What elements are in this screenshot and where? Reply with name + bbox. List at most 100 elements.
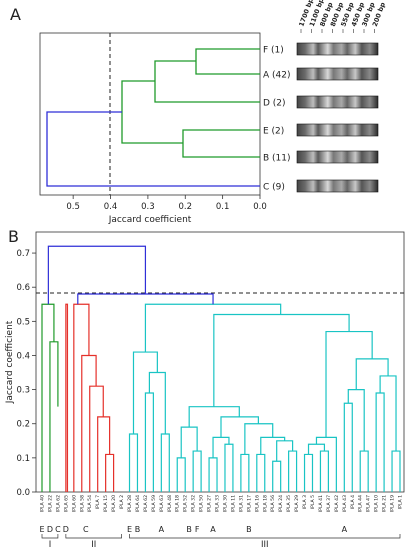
group-letter: D	[63, 525, 69, 534]
group-letter: F	[195, 525, 200, 534]
leaf-label-b: IPLA 16	[254, 495, 260, 512]
branch-fa-d	[154, 60, 260, 103]
leaf-label-b: IPLA 40	[40, 495, 46, 512]
dendrogram-link	[303, 453, 314, 492]
dendrogram-link	[49, 341, 59, 492]
dendrogram-link	[144, 303, 282, 353]
subtree-a-green	[121, 48, 260, 158]
leaf-label-b: IPLA 41	[318, 495, 324, 512]
y-tick-label-b: 0.3	[16, 386, 30, 396]
y-tick-label-b: 0.4	[16, 351, 30, 361]
x-axis-label-a: Jaccard coefficient	[108, 215, 192, 225]
dendrogram-link	[272, 460, 282, 492]
x-tick-label-a: 0.1	[216, 202, 230, 212]
leaf-label-b: IPLA 32	[191, 495, 197, 512]
leaf-label-b: IPLA 27	[207, 495, 213, 512]
leaf-label-b: IPLA 18	[262, 495, 268, 512]
gel-lane	[296, 42, 379, 56]
dendrogram-link	[213, 313, 350, 407]
leaf-label-b: IPLA 29	[294, 495, 300, 512]
branch-root-a	[46, 111, 260, 187]
leaf-label-a: E (2)	[263, 127, 284, 137]
dendrogram-link	[347, 389, 365, 452]
dendrogram-link	[89, 385, 104, 492]
leaf-label-b: IPLA 59	[151, 495, 157, 512]
dendrogram-link	[240, 453, 250, 492]
gel-lane	[296, 179, 379, 193]
leaf-label-b: IPLA 64	[135, 495, 141, 512]
group-letter: D	[47, 525, 53, 534]
x-tick-label-a: 0.5	[66, 202, 80, 212]
dendrogram-link	[307, 443, 326, 455]
dendrogram-link	[359, 450, 369, 492]
cluster-label: I	[49, 540, 52, 550]
y-axis-label-b: Jaccard coefficient	[5, 320, 15, 404]
y-tick-label-b: 0.7	[16, 249, 30, 259]
leaf-label-b: IPLA 3	[302, 495, 308, 509]
dendrogram-link	[391, 450, 401, 492]
group-letter: A	[210, 525, 216, 534]
y-tick-label-b: 0.1	[16, 454, 30, 464]
leaf-label-b: IPLA 43	[342, 495, 348, 512]
dendrogram-link	[375, 392, 385, 492]
gel-lane	[296, 150, 379, 164]
dendrogram-link	[343, 402, 353, 492]
cluster-bracket	[129, 534, 401, 539]
dendrogram-link	[224, 443, 234, 492]
leaf-label-b: IPLA 4	[350, 495, 356, 509]
dendrogram-link	[77, 293, 214, 305]
branch-fad-eb	[121, 80, 183, 144]
dendrogram-link	[355, 358, 389, 390]
x-tick-label-a: 0.4	[104, 202, 118, 212]
leaf-label-b: IPLA 52	[183, 495, 189, 512]
group-letter: C	[83, 525, 89, 534]
plot-frame-a	[39, 32, 261, 196]
leaf-label-b: IPLA 17	[246, 495, 252, 512]
panel-a-label: A	[10, 5, 21, 24]
dendrogram-link	[41, 303, 55, 492]
leaf-label-b: IPLA 5	[310, 495, 316, 509]
leaf-label-b: IPLA 20	[111, 495, 117, 512]
group-letter: E	[127, 525, 132, 534]
dendrogram-link	[65, 303, 69, 492]
leaf-label-b: IPLA 63	[159, 495, 165, 512]
dendrogram-link	[73, 303, 90, 492]
dendrogram-link	[188, 406, 240, 428]
dendrogram-link	[244, 423, 274, 455]
cluster-label: II	[91, 540, 96, 550]
leaf-label-b: IPLA 2	[119, 495, 125, 509]
dendrogram-link	[208, 457, 218, 492]
dendrogram-link	[315, 436, 337, 492]
dendrogram-link	[144, 392, 154, 492]
leaf-label-b: IPLA 54	[87, 495, 93, 512]
leaf-label-b: IPLA 11	[230, 495, 236, 512]
branch-f	[195, 48, 260, 75]
leaf-label-a: D (2)	[263, 99, 286, 109]
dendrogram-b: 0.0 0.1 0.2 0.3 0.4 0.5 0.6 0.7 Jaccard coeffic…	[5, 231, 405, 550]
leaf-label-a: C (9)	[263, 183, 285, 193]
dendrogram-link	[260, 436, 286, 455]
dendrogram-link	[319, 450, 329, 492]
dendrogram-a: 0.5 0.4 0.3 0.2 0.1 0.0 Jaccard coefficient F…	[39, 0, 387, 225]
y-tick-label-b: 0.0	[16, 488, 30, 498]
leaf-label-b: IPLA 7	[95, 495, 101, 509]
dendrogram-link	[325, 330, 373, 438]
leaf-label-b: IPLA 30	[222, 495, 228, 512]
leaf-label-b: IPLA 24	[278, 495, 284, 512]
panel-b-label: B	[8, 227, 19, 246]
x-tick-label-a: 0.2	[178, 202, 192, 212]
leaf-label-b: IPLA 60	[71, 495, 77, 512]
leaf-label-b: IPLA 42	[334, 495, 340, 512]
leaf-label-b: IPLA 65	[63, 495, 69, 512]
leaf-label-a: A (42)	[263, 71, 291, 81]
leaf-label-b: IPLA 37	[326, 495, 332, 512]
dendrogram-link	[105, 453, 115, 492]
leaf-label-b: IPLA 10	[374, 495, 380, 512]
gel-lane	[296, 67, 379, 81]
leaf-label-b: IPLA 62	[55, 495, 61, 512]
leaf-label-b: IPLA 15	[103, 495, 109, 512]
cluster-bracket	[41, 534, 59, 539]
group-letter: B	[135, 525, 141, 534]
y-tick-label-b: 0.5	[16, 317, 30, 327]
